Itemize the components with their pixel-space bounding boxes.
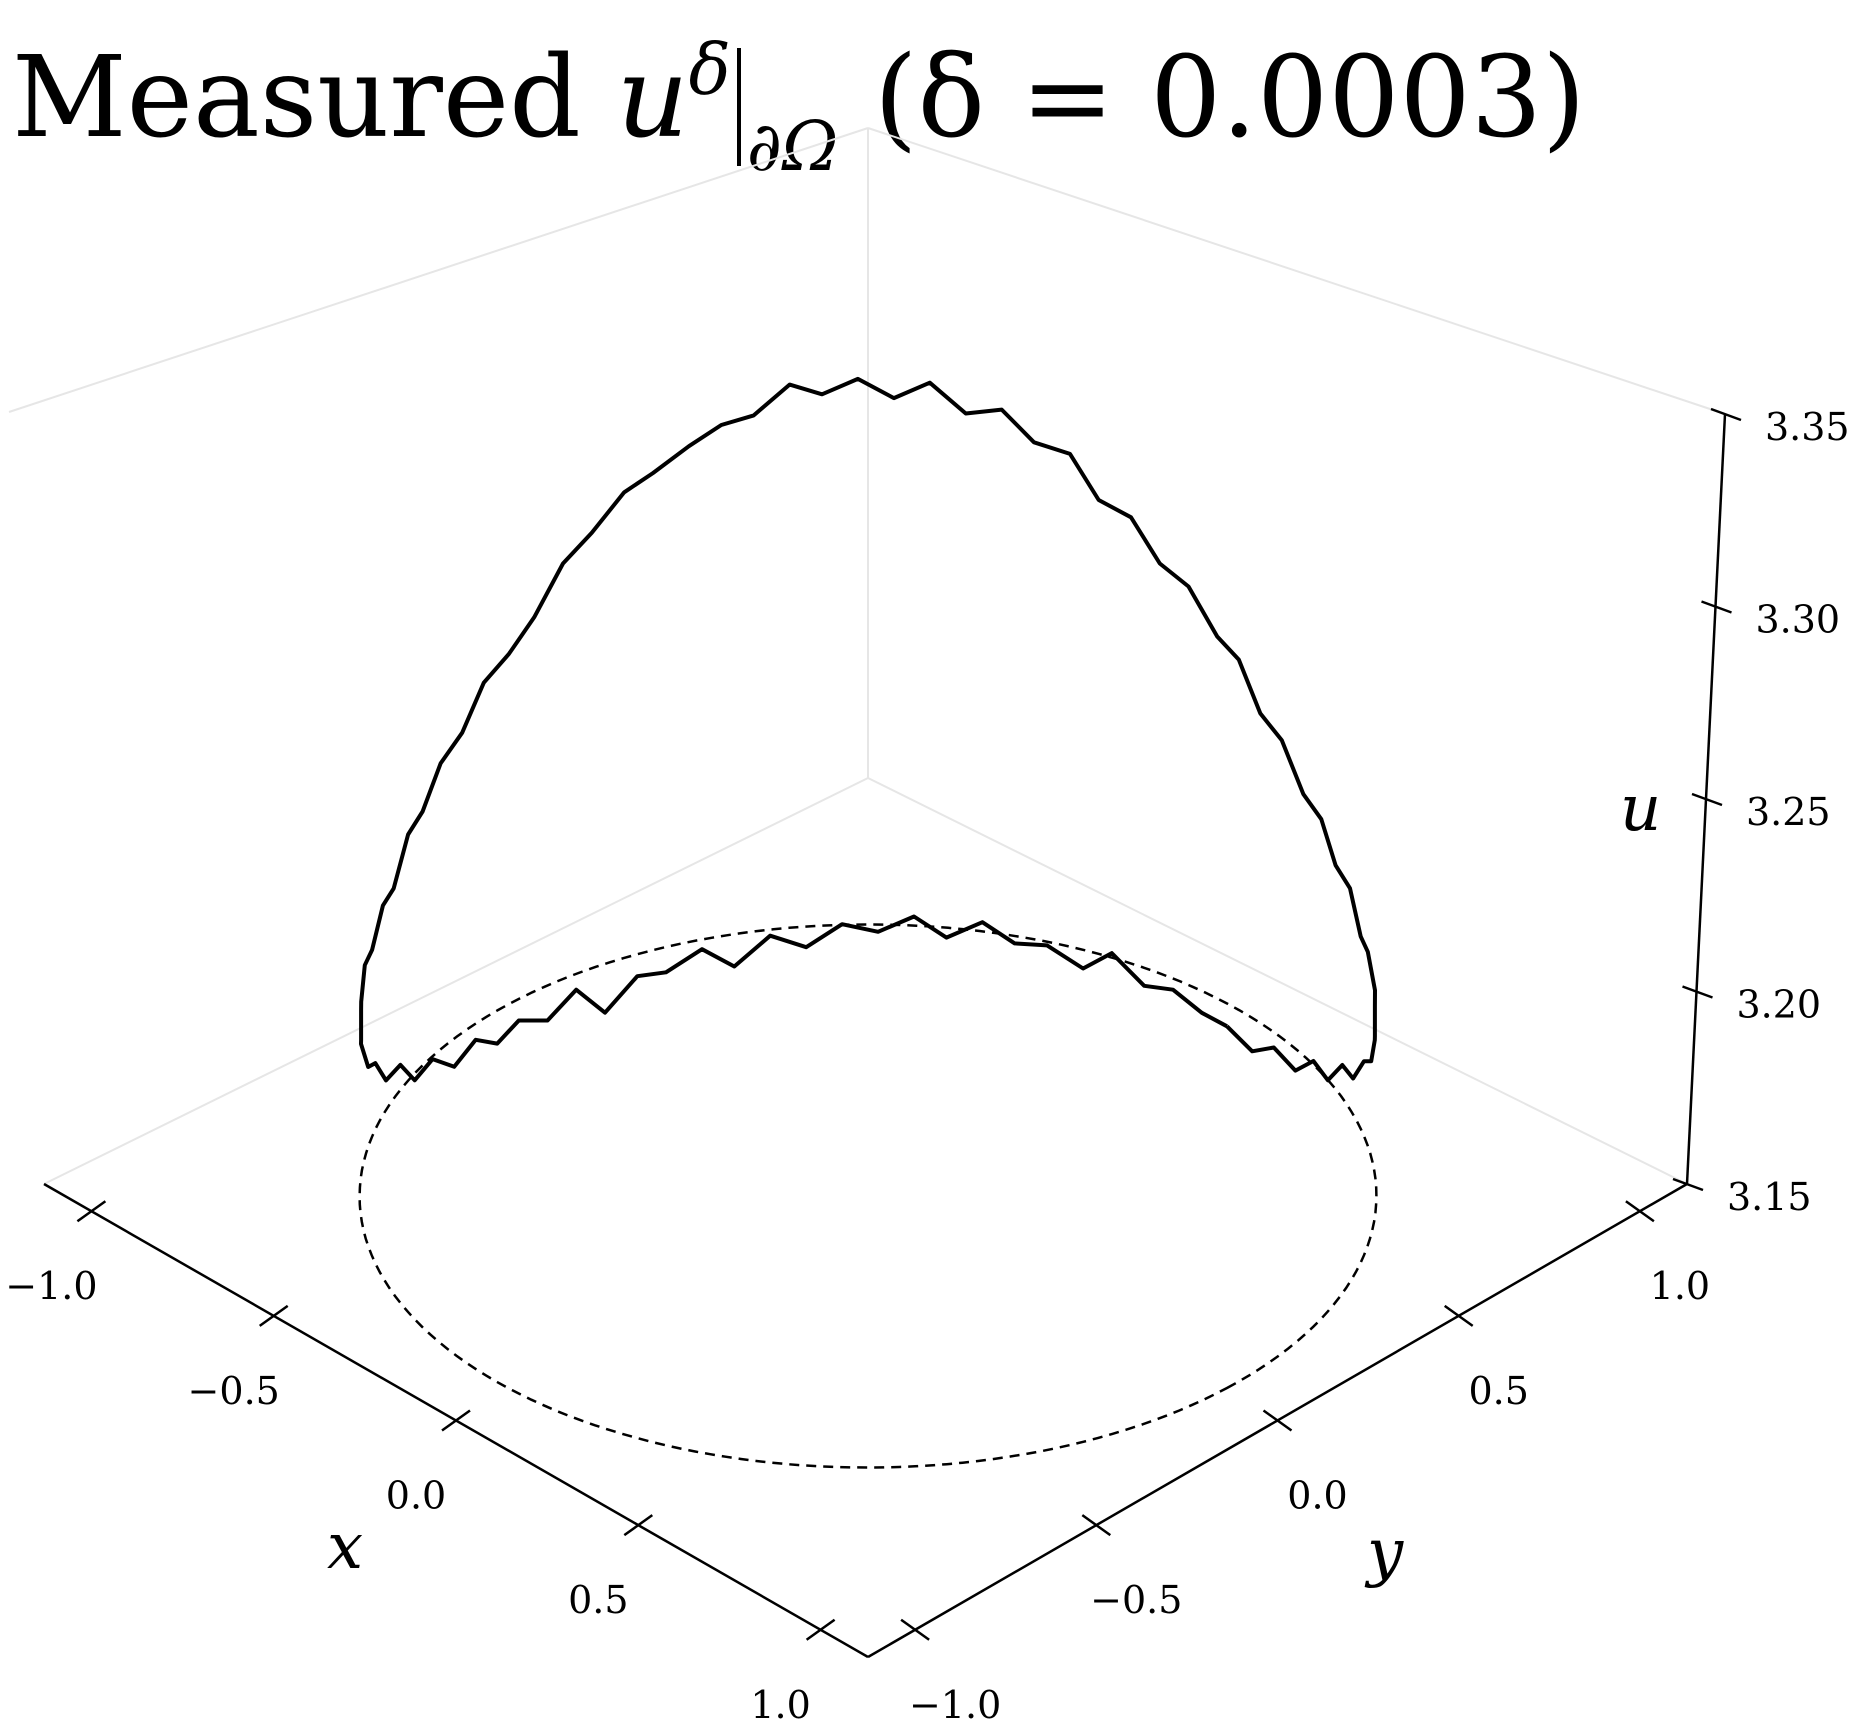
boundary-circle-dashed	[358, 923, 1378, 1469]
z-tick	[1672, 1177, 1704, 1192]
y-tick	[900, 1618, 930, 1641]
pane-edge	[867, 127, 1726, 415]
title-var: u	[616, 33, 689, 163]
y-tick-label: −0.5	[1090, 1578, 1182, 1622]
pane-edge	[8, 127, 869, 413]
z-tick	[1710, 407, 1742, 422]
pane-edges	[8, 127, 1726, 1185]
title-prefix: Measured	[12, 33, 581, 163]
x-tick-label: 0.5	[568, 1578, 628, 1622]
chart-title: Measured uδ∂Ω (δ = 0.0003)	[12, 0, 1586, 218]
curves	[358, 376, 1378, 1469]
y-tick-label: 0.0	[1287, 1474, 1347, 1518]
x-axis-label: x	[327, 1510, 363, 1584]
measured-curve	[359, 376, 1377, 1083]
x-tick	[623, 1514, 654, 1537]
x-tick	[441, 1409, 471, 1432]
pane-edge	[43, 777, 869, 1185]
y-tick	[1081, 1514, 1112, 1537]
x-tick	[76, 1200, 107, 1223]
pane-edge	[867, 777, 1688, 1185]
y-tick-label: 0.5	[1468, 1369, 1528, 1413]
title-superscript: δ	[688, 29, 731, 111]
y-axis-label: y	[1364, 1516, 1404, 1590]
z-tick	[1701, 600, 1732, 614]
z-axis-label: u	[1620, 772, 1661, 846]
y-tick	[1625, 1200, 1655, 1223]
z-tick-label: 3.25	[1746, 790, 1831, 834]
y-tick-label: 1.0	[1650, 1264, 1710, 1308]
title-subscript: ∂Ω	[746, 108, 839, 187]
y-tick	[1443, 1304, 1474, 1327]
evaluation-bar	[736, 48, 741, 166]
y-tick	[1262, 1409, 1293, 1432]
title-suffix: (δ = 0.0003)	[873, 33, 1586, 163]
z-tick-label: 3.20	[1737, 983, 1822, 1027]
x-tick-label: 0.0	[386, 1474, 446, 1518]
z-tick-label: 3.35	[1765, 405, 1850, 449]
z-tick	[1682, 985, 1713, 999]
x-tick	[805, 1618, 836, 1641]
x-tick-label: −1.0	[5, 1264, 97, 1308]
z-tick-label: 3.15	[1727, 1175, 1812, 1219]
y-tick-label: −1.0	[909, 1683, 1001, 1727]
z-tick-label: 3.30	[1756, 598, 1841, 642]
axes: −1.0 −0.5 0.0 0.5 1.0 −1.0 −0.5 0.0 0.5 1.0 3.15 3.…	[5, 405, 1849, 1727]
x-tick-label: −0.5	[188, 1369, 280, 1413]
x-tick	[258, 1304, 289, 1327]
z-tick	[1691, 792, 1723, 807]
x-tick-label: 1.0	[750, 1683, 810, 1727]
